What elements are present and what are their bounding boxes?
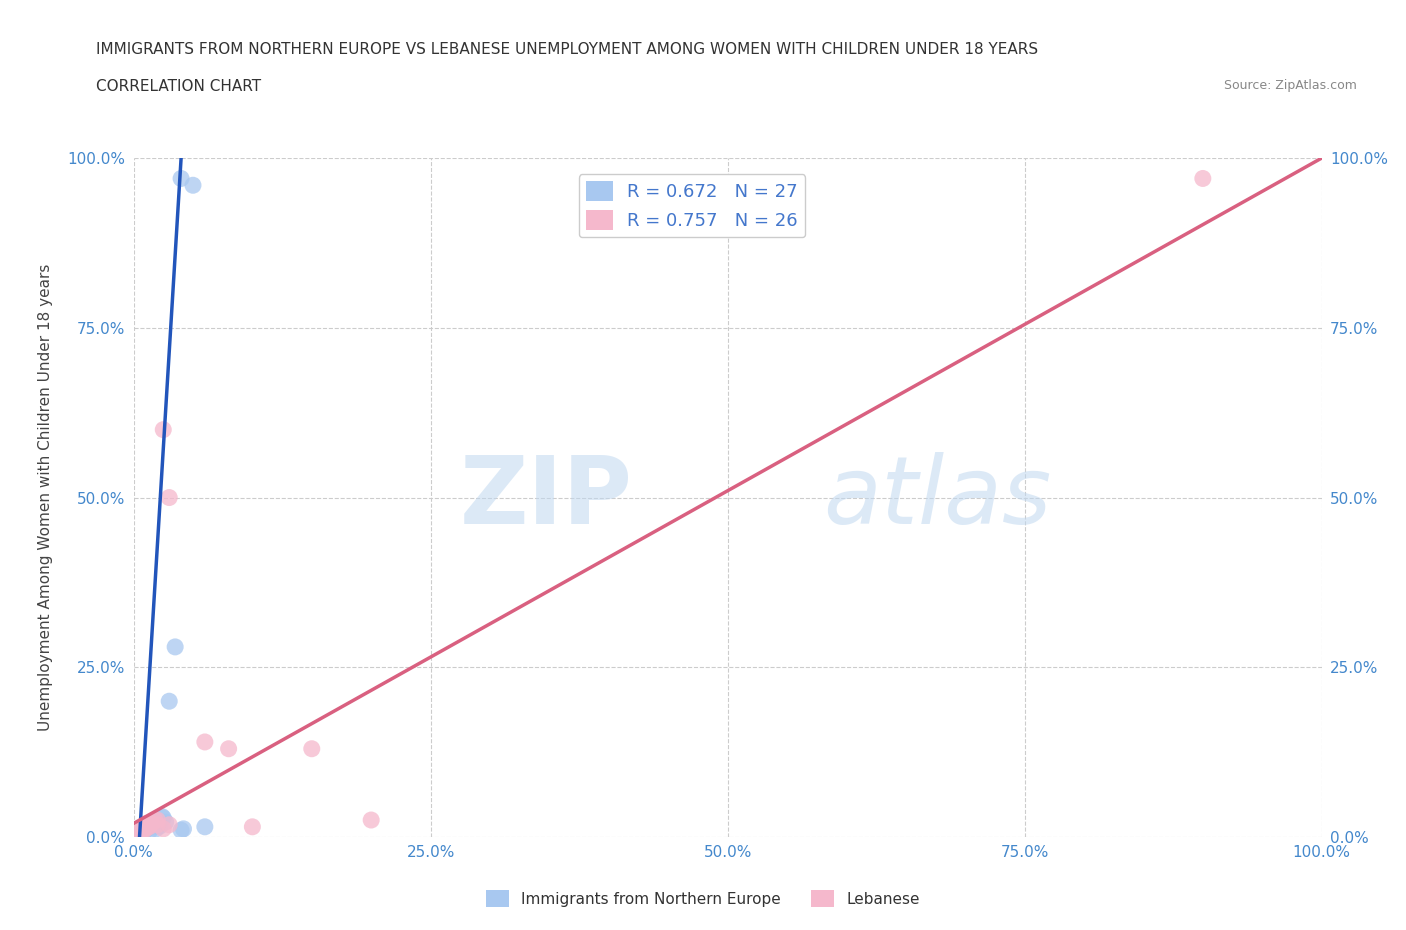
- Point: [127, 826, 149, 841]
- Point: [145, 821, 167, 836]
- Point: [157, 817, 180, 832]
- Point: [136, 817, 159, 832]
- Point: [136, 819, 159, 834]
- Point: [135, 819, 157, 834]
- Point: [157, 490, 180, 505]
- Point: [134, 824, 156, 839]
- Point: [148, 816, 170, 830]
- Point: [135, 816, 157, 830]
- Point: [141, 816, 163, 830]
- Point: [157, 694, 180, 709]
- Point: [170, 823, 193, 838]
- Point: [142, 819, 165, 834]
- Legend: R = 0.672   N = 27, R = 0.757   N = 26: R = 0.672 N = 27, R = 0.757 N = 26: [579, 174, 806, 237]
- Point: [1191, 171, 1213, 186]
- Point: [134, 823, 156, 838]
- Text: Source: ZipAtlas.com: Source: ZipAtlas.com: [1223, 79, 1357, 92]
- Point: [152, 811, 174, 826]
- Point: [146, 813, 169, 828]
- Point: [194, 819, 217, 834]
- Point: [128, 826, 150, 841]
- Point: [132, 823, 155, 838]
- Point: [138, 819, 160, 834]
- Point: [152, 821, 174, 836]
- Point: [141, 816, 163, 830]
- Point: [128, 824, 150, 839]
- Point: [132, 821, 155, 836]
- Point: [142, 817, 165, 832]
- Point: [138, 817, 160, 832]
- Point: [150, 809, 173, 824]
- Point: [194, 735, 217, 750]
- Text: ZIP: ZIP: [460, 452, 633, 543]
- Point: [242, 819, 264, 834]
- Point: [218, 741, 240, 756]
- Point: [301, 741, 323, 756]
- Point: [134, 821, 156, 836]
- Point: [146, 817, 169, 832]
- Point: [146, 813, 169, 828]
- Legend: Immigrants from Northern Europe, Lebanese: Immigrants from Northern Europe, Lebanes…: [479, 884, 927, 913]
- Point: [141, 816, 163, 830]
- Point: [131, 826, 153, 841]
- Point: [143, 813, 166, 828]
- Point: [170, 171, 193, 186]
- Text: CORRELATION CHART: CORRELATION CHART: [96, 79, 260, 94]
- Point: [139, 823, 162, 838]
- Y-axis label: Unemployment Among Women with Children Under 18 years: Unemployment Among Women with Children U…: [38, 264, 53, 731]
- Point: [181, 178, 204, 193]
- Text: atlas: atlas: [823, 452, 1050, 543]
- Point: [134, 819, 156, 834]
- Point: [360, 813, 382, 828]
- Point: [143, 815, 166, 830]
- Point: [172, 821, 194, 836]
- Point: [149, 818, 172, 833]
- Point: [132, 823, 155, 838]
- Text: IMMIGRANTS FROM NORTHERN EUROPE VS LEBANESE UNEMPLOYMENT AMONG WOMEN WITH CHILDR: IMMIGRANTS FROM NORTHERN EUROPE VS LEBAN…: [96, 42, 1038, 57]
- Point: [131, 823, 153, 838]
- Point: [152, 422, 174, 437]
- Point: [136, 821, 159, 836]
- Point: [155, 815, 177, 830]
- Point: [165, 640, 187, 655]
